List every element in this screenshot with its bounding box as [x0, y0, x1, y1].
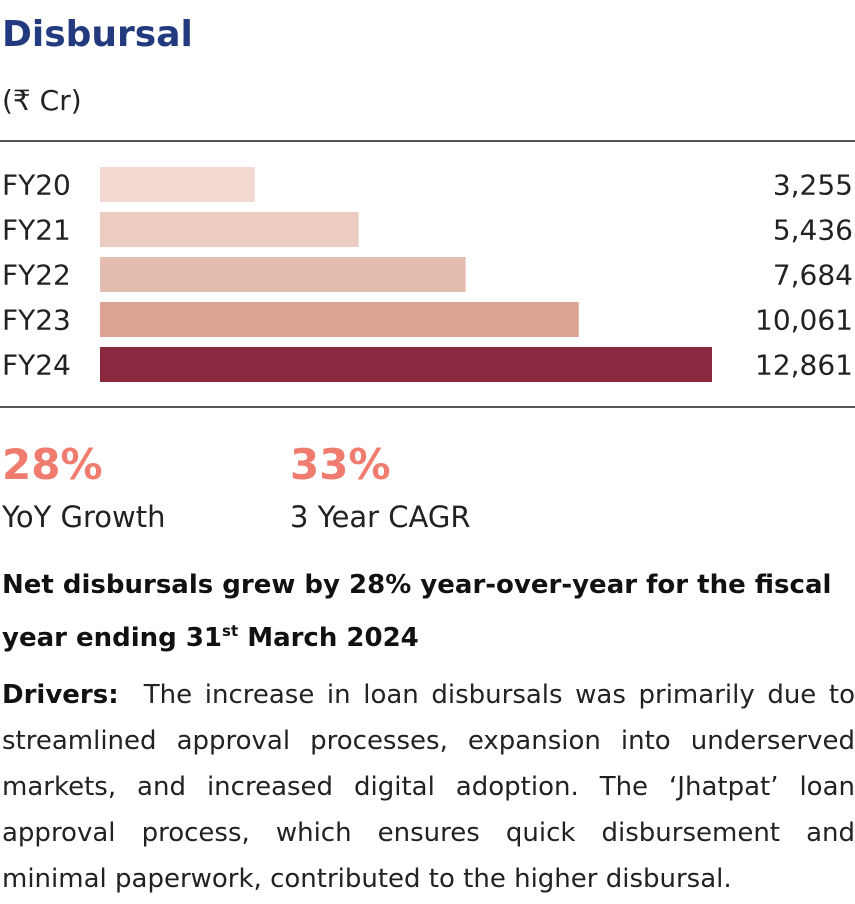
disbursal-bar-chart: FY20 3,255 FY21 5,436 FY22 7,684 FY23 10,061 FY2…: [2, 167, 853, 382]
value-label-fy23: 10,061: [755, 304, 853, 337]
yoy-growth-value: 28%: [2, 440, 103, 489]
yoy-growth-label: YoY Growth: [2, 500, 166, 534]
drivers-label: Drivers:: [2, 680, 119, 710]
category-label-fy21: FY21: [2, 214, 71, 247]
highlight-text-end: March 2024: [238, 623, 419, 653]
bar-fy21: [100, 212, 359, 247]
value-label-fy20: 3,255: [773, 169, 853, 202]
category-label-fy23: FY23: [2, 304, 71, 337]
drivers-paragraph: Drivers: The increase in loan disbursals…: [2, 672, 855, 902]
value-label-fy24: 12,861: [755, 349, 853, 382]
category-label-fy22: FY22: [2, 259, 71, 292]
top-divider: [0, 140, 855, 142]
bar-fy20: [100, 167, 255, 202]
page-title: Disbursal: [2, 14, 193, 55]
bar-fy24: [100, 347, 712, 382]
drivers-text: The increase in loan disbursals was prim…: [2, 680, 855, 894]
bar-fy23: [100, 302, 579, 337]
cagr-value: 33%: [290, 440, 391, 489]
highlight-statement: Net disbursals grew by 28% year-over-yea…: [2, 562, 855, 661]
category-label-fy24: FY24: [2, 349, 71, 382]
cagr-label: 3 Year CAGR: [290, 500, 471, 534]
value-label-fy21: 5,436: [773, 214, 853, 247]
bottom-divider: [0, 406, 855, 408]
bar-fy22: [100, 257, 466, 292]
highlight-superscript: st: [222, 622, 239, 640]
value-label-fy22: 7,684: [773, 259, 853, 292]
category-label-fy20: FY20: [2, 169, 71, 202]
highlight-text: Net disbursals grew by 28% year-over-yea…: [2, 570, 832, 653]
unit-label: (₹ Cr): [2, 84, 82, 117]
